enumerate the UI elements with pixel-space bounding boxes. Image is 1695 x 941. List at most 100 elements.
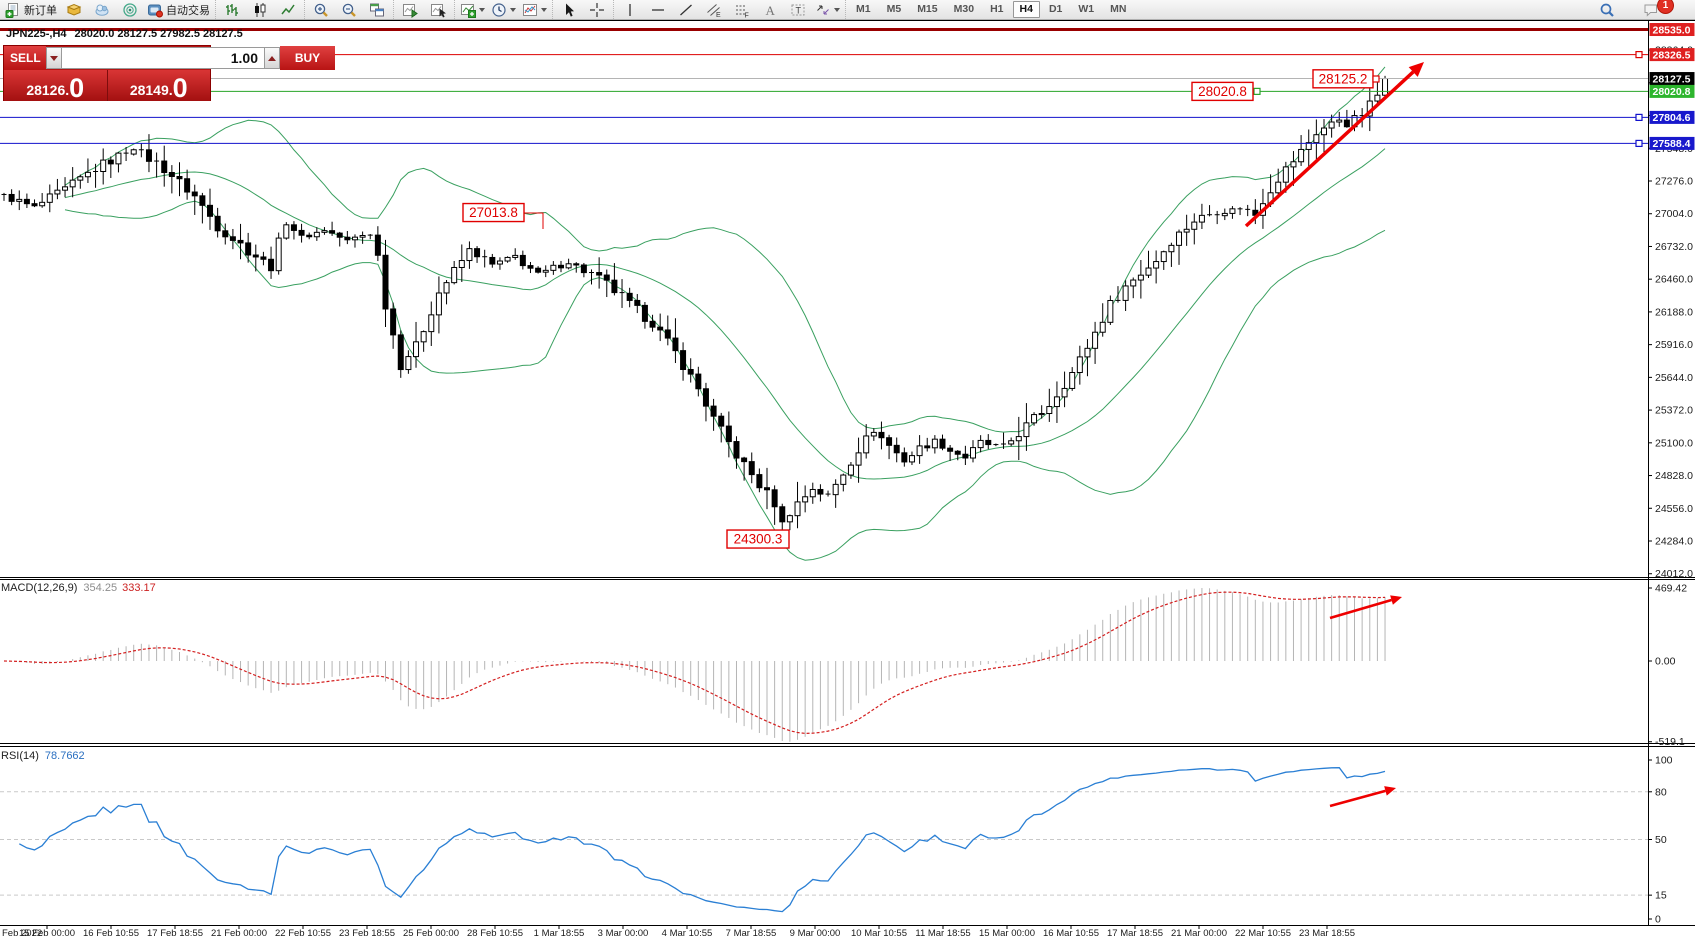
svg-text:28020.8: 28020.8 bbox=[1198, 84, 1247, 99]
search-icon bbox=[1600, 3, 1614, 17]
trendline-button[interactable] bbox=[672, 0, 700, 19]
indicators-button-dropdown-caret[interactable] bbox=[479, 8, 485, 15]
mql5-community-button[interactable] bbox=[88, 0, 116, 19]
timeframe-d1[interactable]: D1 bbox=[1048, 3, 1063, 15]
svg-text:28326.5: 28326.5 bbox=[1653, 49, 1691, 61]
templates-button[interactable] bbox=[519, 0, 550, 19]
triangle-up-icon bbox=[268, 52, 276, 61]
new-order-button[interactable]: 新订单 bbox=[2, 0, 60, 19]
fibonacci-button[interactable]: F bbox=[728, 0, 756, 19]
buy-price-button[interactable]: 28149. 0 bbox=[107, 70, 210, 102]
sell-price-button[interactable]: 28126. 0 bbox=[4, 70, 107, 102]
svg-text:25100.0: 25100.0 bbox=[1655, 437, 1693, 449]
candlestick-chart-button[interactable] bbox=[246, 0, 274, 19]
tile-windows-button[interactable] bbox=[363, 0, 391, 19]
annotation-28020.8[interactable]: 28020.8 bbox=[1191, 81, 1254, 102]
timeframe-m5[interactable]: M5 bbox=[886, 3, 902, 15]
trendline-icon bbox=[680, 4, 692, 15]
svg-text:T: T bbox=[796, 5, 802, 15]
cursor-button[interactable] bbox=[555, 0, 583, 19]
svg-text:F: F bbox=[745, 12, 749, 18]
time-label: 16 Mar 10:55 bbox=[1043, 928, 1099, 939]
candlestick-series bbox=[1, 75, 1389, 540]
autotrading-icon bbox=[148, 4, 163, 17]
chart-shift-button[interactable] bbox=[396, 0, 424, 19]
time-label: 9 Mar 00:00 bbox=[790, 928, 841, 939]
text-button[interactable]: A bbox=[756, 0, 784, 19]
timeframe-w1[interactable]: W1 bbox=[1078, 3, 1095, 15]
svg-text:25916.0: 25916.0 bbox=[1655, 339, 1693, 351]
price-axis[interactable]: 28364.028092.027820.027548.027276.027004… bbox=[1648, 23, 1695, 926]
sell-button[interactable]: SELL bbox=[4, 46, 46, 70]
svg-text:24300.3: 24300.3 bbox=[734, 532, 783, 547]
auto-scroll-button[interactable] bbox=[424, 0, 452, 19]
history-center-icon bbox=[66, 3, 82, 16]
svg-text:27276.0: 27276.0 bbox=[1655, 176, 1693, 188]
time-label: 28 Feb 10:55 bbox=[467, 928, 523, 939]
svg-text:27004.0: 27004.0 bbox=[1655, 208, 1693, 220]
trend-arrow-main[interactable] bbox=[1244, 62, 1424, 228]
volume-decrease-button[interactable] bbox=[46, 47, 62, 69]
level-handle-27588.4[interactable] bbox=[1635, 139, 1643, 148]
bollinger-bands bbox=[64, 66, 1386, 561]
templates-button-dropdown-caret[interactable] bbox=[541, 8, 547, 15]
time-label: 1 Mar 18:55 bbox=[534, 928, 585, 939]
notification-badge: 1 bbox=[1657, 0, 1674, 14]
volume-increase-button[interactable] bbox=[264, 47, 280, 69]
annotation-28125.2[interactable]: 28125.2 bbox=[1312, 69, 1380, 89]
svg-text:27588.4: 27588.4 bbox=[1653, 138, 1691, 150]
timeframe-m15[interactable]: M15 bbox=[917, 3, 938, 15]
timeframe-m1[interactable]: M1 bbox=[856, 3, 871, 15]
svg-text:28020.8: 28020.8 bbox=[1653, 86, 1691, 98]
timeframe-m30[interactable]: M30 bbox=[953, 3, 975, 15]
annotation-24300.3[interactable]: 24300.3 bbox=[726, 529, 790, 549]
level-handle-28326.5[interactable] bbox=[1635, 51, 1643, 59]
zoom-in-button[interactable] bbox=[307, 0, 335, 19]
history-center-button[interactable] bbox=[60, 0, 88, 19]
signals-button[interactable] bbox=[116, 0, 144, 19]
macd-signal-value: 333.17 bbox=[122, 582, 156, 594]
buy-button[interactable]: BUY bbox=[280, 46, 335, 70]
svg-text:26460.0: 26460.0 bbox=[1655, 274, 1693, 286]
timeframe-h4[interactable]: H4 bbox=[1012, 1, 1040, 18]
template-icon bbox=[523, 3, 537, 16]
zoom-out-button[interactable] bbox=[335, 0, 363, 19]
chart-shift-icon bbox=[403, 3, 418, 18]
periods-button[interactable] bbox=[488, 0, 519, 19]
macd-name: MACD(12,26,9) bbox=[1, 582, 78, 594]
svg-text:A: A bbox=[766, 3, 776, 18]
price-label-28326.5 bbox=[1649, 48, 1695, 62]
arrows-button[interactable] bbox=[812, 0, 843, 19]
level-handle-27804.6[interactable] bbox=[1635, 113, 1643, 121]
volume-input[interactable] bbox=[62, 47, 264, 69]
periods-button-dropdown-caret[interactable] bbox=[510, 8, 516, 15]
svg-text:25644.0: 25644.0 bbox=[1655, 372, 1693, 384]
trend-arrow-rsi[interactable] bbox=[1329, 786, 1396, 808]
line-chart-icon bbox=[281, 4, 295, 14]
line-chart-button[interactable] bbox=[274, 0, 302, 19]
search-button[interactable] bbox=[1593, 0, 1621, 19]
period-icon bbox=[492, 2, 506, 17]
annotation-27013.8[interactable]: 27013.8 bbox=[462, 202, 544, 229]
crosshair-button[interactable] bbox=[583, 0, 611, 19]
equidistant-channel-button[interactable]: E bbox=[700, 0, 728, 19]
text-label-button[interactable]: T bbox=[784, 0, 812, 19]
zoom-out-icon bbox=[342, 3, 356, 17]
autotrading-button[interactable]: 自动交易 bbox=[144, 0, 213, 19]
bar-chart-button[interactable] bbox=[218, 0, 246, 19]
svg-text:25372.0: 25372.0 bbox=[1655, 405, 1693, 417]
vertical-line-button[interactable] bbox=[616, 0, 644, 19]
level-handle-28020.8[interactable] bbox=[1253, 87, 1261, 95]
indicators-button[interactable] bbox=[457, 0, 488, 19]
hline-icon bbox=[652, 8, 664, 11]
chart-nav-group bbox=[393, 0, 454, 19]
trend-arrow-macd[interactable] bbox=[1329, 595, 1402, 620]
timeframe-mn[interactable]: MN bbox=[1110, 3, 1127, 15]
horizontal-line-button[interactable] bbox=[644, 0, 672, 19]
arrows-button-dropdown-caret[interactable] bbox=[834, 8, 840, 15]
time-label: 15 Feb 00:00 bbox=[19, 928, 75, 939]
indicators-icon bbox=[461, 3, 476, 18]
chat-button[interactable]: 1 bbox=[1637, 0, 1674, 19]
timeframe-h1[interactable]: H1 bbox=[990, 3, 1004, 15]
